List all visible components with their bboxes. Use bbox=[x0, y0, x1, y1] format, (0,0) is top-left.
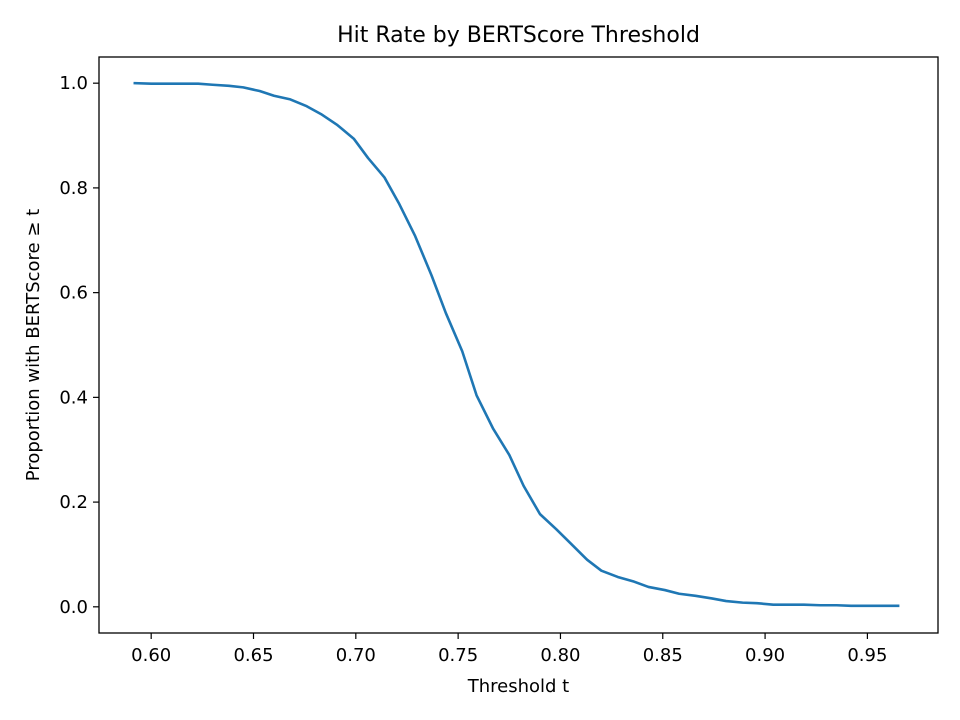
x-tick-label: 0.70 bbox=[336, 645, 376, 666]
y-tick-label: 0.6 bbox=[59, 283, 88, 304]
x-tick-label: 0.85 bbox=[643, 645, 683, 666]
y-tick-label: 0.0 bbox=[59, 597, 88, 618]
y-axis-label: Proportion with BERTScore ≥ t bbox=[23, 209, 44, 481]
x-tick-label: 0.80 bbox=[540, 645, 580, 666]
plot-area bbox=[133, 81, 900, 608]
plot-frame bbox=[98, 56, 939, 634]
chart-title: Hit Rate by BERTScore Threshold bbox=[337, 23, 700, 48]
x-tick-label: 0.65 bbox=[233, 645, 273, 666]
x-tick-label: 0.95 bbox=[847, 645, 887, 666]
x-axis: 0.60 0.65 0.70 0.75 0.80 0.85 0.90 0.95 bbox=[131, 633, 887, 666]
x-tick-label: 0.75 bbox=[438, 645, 478, 666]
y-axis: 0.0 0.2 0.4 0.6 0.8 1.0 bbox=[59, 73, 99, 618]
x-axis-label: Threshold t bbox=[467, 676, 570, 697]
y-tick-label: 0.8 bbox=[59, 178, 88, 199]
x-tick-label: 0.60 bbox=[131, 645, 171, 666]
y-tick-label: 0.4 bbox=[59, 387, 88, 408]
y-tick-label: 0.2 bbox=[59, 492, 88, 513]
x-tick-label: 0.90 bbox=[745, 645, 785, 666]
y-tick-label: 1.0 bbox=[59, 73, 88, 94]
series-line bbox=[133, 81, 900, 608]
